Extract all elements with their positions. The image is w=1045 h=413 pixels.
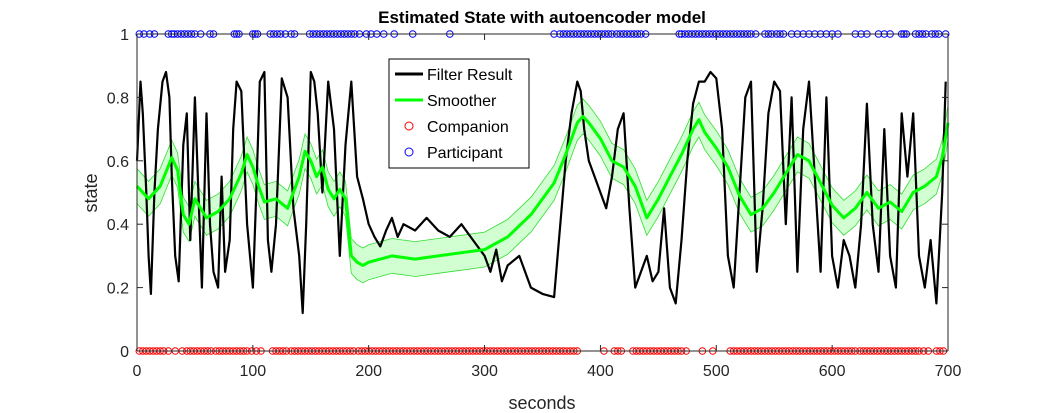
y-tick-label: 0.2 xyxy=(107,281,129,298)
y-tick-label: 0.8 xyxy=(107,90,129,107)
y-tick-label: 0 xyxy=(120,344,129,361)
x-tick-label: 700 xyxy=(935,363,962,380)
smoother-line xyxy=(135,114,950,267)
x-tick-label: 600 xyxy=(819,363,846,380)
legend-label-companion: Companion xyxy=(427,119,509,136)
legend-swatch-participant xyxy=(404,147,414,157)
filter-result-series xyxy=(135,70,947,315)
legend-label-smoother: Smoother xyxy=(427,93,497,110)
axes: 0 100 200 300 400 500 600 700 0 0.2 0.4 0.6 0.8 1 xyxy=(107,27,962,380)
filter-result-line xyxy=(135,70,947,315)
x-tick-label: 400 xyxy=(587,363,614,380)
x-tick-label: 500 xyxy=(703,363,730,380)
legend-label-filter: Filter Result xyxy=(427,67,513,84)
x-tick-label: 0 xyxy=(133,363,142,380)
x-tick-label: 200 xyxy=(355,363,382,380)
chart-title: Estimated State with autoencoder model xyxy=(378,8,706,27)
y-tick-label: 0.4 xyxy=(107,217,129,234)
x-axis-label: seconds xyxy=(508,393,575,413)
y-tick-label: 1 xyxy=(120,27,129,44)
x-tick-label: 300 xyxy=(471,363,498,380)
legend-swatch-companion xyxy=(404,121,414,131)
y-tick-label: 0.6 xyxy=(107,154,129,171)
x-tick-label: 100 xyxy=(240,363,267,380)
legend: Filter Result Smoother Companion Partici… xyxy=(388,58,530,169)
y-axis-label: state xyxy=(81,173,101,212)
legend-label-participant: Participant xyxy=(427,145,503,162)
smoother-series xyxy=(135,114,950,267)
